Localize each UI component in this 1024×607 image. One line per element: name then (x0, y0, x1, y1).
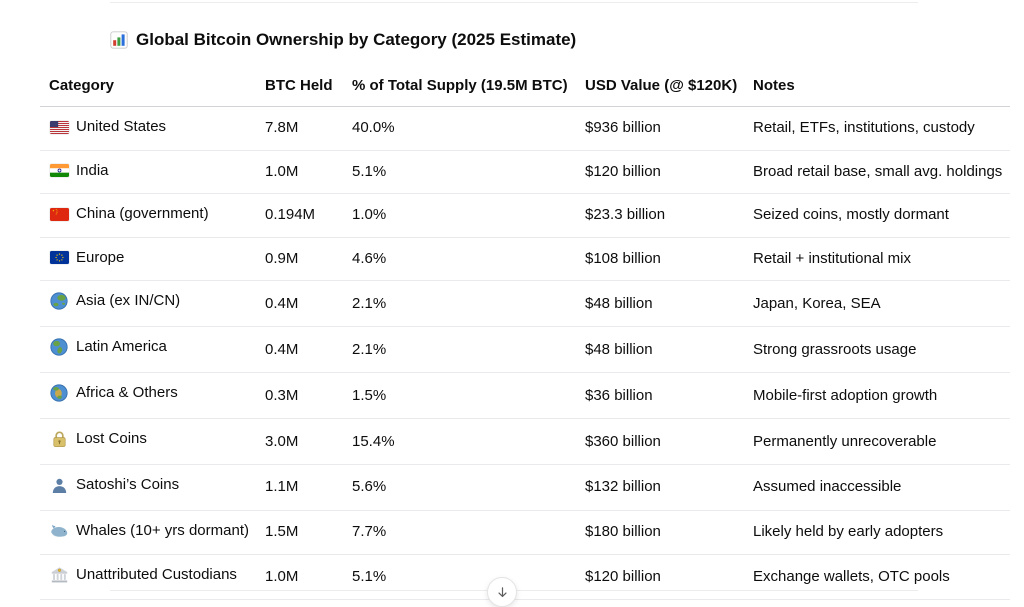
notes-cell: Strong grassroots usage (744, 326, 1010, 373)
usd-value-cell: $23.3 billion (576, 193, 744, 238)
category-cell: China (government) (40, 193, 256, 238)
table-row: Europe 0.9M 4.6% $108 billion Retail + i… (40, 237, 1010, 281)
table-row: India 1.0M 5.1% $120 billion Broad retai… (40, 150, 1010, 194)
globe-africa-icon (49, 384, 69, 402)
table-row: Africa & Others 0.3M 1.5% $36 billion Mo… (40, 372, 1010, 419)
table-row: Asia (ex IN/CN) 0.4M 2.1% $48 billion Ja… (40, 280, 1010, 327)
pct-supply-cell: 5.6% (343, 464, 576, 511)
category-cell: Latin America (40, 326, 256, 373)
whale-icon (49, 524, 69, 538)
btc-held-cell: 0.9M (256, 237, 343, 281)
table-row: Lost Coins 3.0M 15.4% $360 billion Perma… (40, 418, 1010, 465)
category-cell: Asia (ex IN/CN) (40, 280, 256, 327)
table-row: Unattributed Custodians 1.0M 5.1% $120 b… (40, 554, 1010, 600)
btc-held-cell: 1.0M (256, 150, 343, 194)
category-cell: United States (40, 106, 256, 151)
us-flag-icon (49, 120, 69, 134)
pct-supply-cell: 15.4% (343, 418, 576, 465)
india-flag-icon (49, 164, 69, 177)
table-row: Satoshi’s Coins 1.1M 5.6% $132 billion A… (40, 464, 1010, 511)
notes-cell: Seized coins, mostly dormant (744, 193, 1010, 238)
pct-supply-cell: 7.7% (343, 510, 576, 555)
btc-held-cell: 1.5M (256, 510, 343, 555)
notes-cell: Broad retail base, small avg. holdings (744, 150, 1010, 194)
pct-supply-cell: 40.0% (343, 106, 576, 151)
category-cell: India (40, 150, 256, 194)
header-btc-held: BTC Held (256, 66, 343, 107)
pct-supply-cell: 5.1% (343, 150, 576, 194)
person-silhouette-icon (49, 477, 69, 494)
usd-value-cell: $180 billion (576, 510, 744, 555)
usd-value-cell: $132 billion (576, 464, 744, 511)
notes-cell: Assumed inaccessible (744, 464, 1010, 511)
category-cell: Africa & Others (40, 372, 256, 419)
btc-held-cell: 7.8M (256, 106, 343, 151)
table-header-row: Category BTC Held % of Total Supply (19.… (40, 66, 1010, 107)
notes-cell: Retail, ETFs, institutions, custody (744, 106, 1010, 151)
usd-value-cell: $36 billion (576, 372, 744, 419)
arrow-down-icon (495, 585, 510, 600)
bank-icon (49, 566, 69, 583)
table-row: Latin America 0.4M 2.1% $48 billion Stro… (40, 326, 1010, 373)
header-category: Category (40, 66, 256, 107)
pct-supply-cell: 2.1% (343, 280, 576, 327)
btc-held-cell: 1.0M (256, 554, 343, 600)
usd-value-cell: $120 billion (576, 150, 744, 194)
table-row: Whales (10+ yrs dormant) 1.5M 7.7% $180 … (40, 510, 1010, 555)
pct-supply-cell: 1.5% (343, 372, 576, 419)
usd-value-cell: $108 billion (576, 237, 744, 281)
china-flag-icon (49, 207, 69, 221)
usd-value-cell: $48 billion (576, 326, 744, 373)
btc-held-cell: 0.4M (256, 280, 343, 327)
category-cell: Lost Coins (40, 418, 256, 465)
category-cell: Satoshi’s Coins (40, 464, 256, 511)
header-usd-value: USD Value (@ $120K) (576, 66, 744, 107)
usd-value-cell: $120 billion (576, 554, 744, 600)
btc-held-cell: 0.3M (256, 372, 343, 419)
pct-supply-cell: 1.0% (343, 193, 576, 238)
notes-cell: Exchange wallets, OTC pools (744, 554, 1010, 600)
btc-held-cell: 1.1M (256, 464, 343, 511)
page-title-text: Global Bitcoin Ownership by Category (20… (136, 30, 577, 49)
btc-held-cell: 3.0M (256, 418, 343, 465)
bar-chart-icon (110, 31, 128, 49)
btc-held-cell: 0.4M (256, 326, 343, 373)
lock-icon (49, 430, 69, 448)
usd-value-cell: $48 billion (576, 280, 744, 327)
pct-supply-cell: 5.1% (343, 554, 576, 600)
table-row: China (government) 0.194M 1.0% $23.3 bil… (40, 193, 1010, 238)
usd-value-cell: $936 billion (576, 106, 744, 151)
bitcoin-ownership-table: Category BTC Held % of Total Supply (19.… (40, 66, 1010, 600)
usd-value-cell: $360 billion (576, 418, 744, 465)
notes-cell: Likely held by early adopters (744, 510, 1010, 555)
category-cell: Europe (40, 237, 256, 281)
header-notes: Notes (744, 66, 1010, 107)
notes-cell: Japan, Korea, SEA (744, 280, 1010, 327)
globe-asia-icon (49, 292, 69, 310)
eu-flag-icon (49, 251, 69, 264)
notes-cell: Mobile-first adoption growth (744, 372, 1010, 419)
pct-supply-cell: 4.6% (343, 237, 576, 281)
table-row: United States 7.8M 40.0% $936 billion Re… (40, 106, 1010, 151)
category-cell: Whales (10+ yrs dormant) (40, 510, 256, 555)
notes-cell: Retail + institutional mix (744, 237, 1010, 281)
notes-cell: Permanently unrecoverable (744, 418, 1010, 465)
page-title: Global Bitcoin Ownership by Category (20… (110, 30, 576, 50)
category-cell: Unattributed Custodians (40, 554, 256, 600)
pct-supply-cell: 2.1% (343, 326, 576, 373)
btc-held-cell: 0.194M (256, 193, 343, 238)
top-divider (110, 2, 918, 3)
globe-americas-icon (49, 338, 69, 356)
header-pct-supply: % of Total Supply (19.5M BTC) (343, 66, 576, 107)
scroll-to-bottom-button[interactable] (487, 577, 517, 607)
